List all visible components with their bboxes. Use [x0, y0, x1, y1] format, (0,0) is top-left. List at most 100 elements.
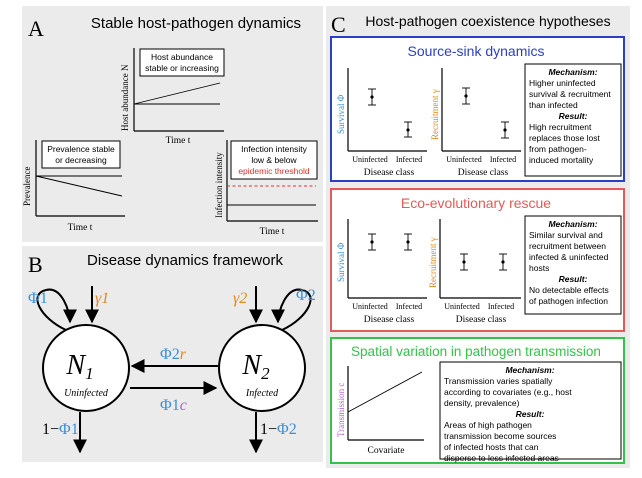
node-infected: N2 Infected — [218, 324, 306, 412]
spatial-info-box — [439, 361, 622, 460]
eco-evo-title: Eco-evolutionary rescue — [401, 195, 551, 211]
mortality-2-label: 1−Φ2 — [260, 421, 297, 438]
ee-mechanism-line-2: recruitment between — [529, 241, 606, 251]
node-2-state: Infected — [245, 388, 279, 399]
gamma-2-label: γ2 — [233, 290, 247, 307]
node-1-circle — [42, 324, 130, 412]
node-2-circle — [218, 324, 306, 412]
abundance-box — [139, 48, 225, 77]
spatial-y-label: Transmission c — [336, 383, 346, 437]
ee-recruit-tick-uninfected: Uninfected — [444, 302, 480, 311]
phi-2-label: Φ2 — [296, 287, 316, 304]
ee-recruit-uninfected-point — [460, 253, 468, 271]
panel-c: C Host-pathogen coexistence hypotheses S… — [326, 6, 630, 468]
spatial-mechanism-line-1: Transmission varies spatially — [444, 376, 553, 386]
ee-recruit-infected-point — [499, 253, 507, 271]
node-1-survival-loop — [36, 288, 77, 331]
ee-mechanism-heading: Mechanism: — [548, 219, 597, 229]
ee-mechanism-line-3: infected & uninfected — [529, 252, 609, 262]
prevalence-box-line-1: Prevalence stable — [47, 144, 115, 154]
abundance-box-line-2: stable or increasing — [145, 63, 219, 73]
source-sink-title: Source-sink dynamics — [408, 43, 545, 59]
recovery-rate-label: Φ2r — [160, 346, 187, 363]
spatial-result-line-4: disperse to less infected areas — [444, 453, 559, 463]
node-2-label: N2 — [241, 350, 270, 383]
abundance-increasing-line — [133, 82, 221, 105]
ee-result-heading: Result: — [559, 274, 588, 284]
ee-mechanism-line-1: Similar survival and — [529, 230, 603, 240]
spatial-result-line-3: of infected hosts that can — [444, 442, 539, 452]
node-1-state: Uninfected — [64, 388, 109, 399]
panel-b: B Disease dynamics framework N1 Uninfect… — [22, 246, 323, 462]
eco-evo-section: Eco-evolutionary rescue Survival Φ Uninf… — [330, 188, 625, 332]
ee-mechanism-line-4: hosts — [529, 263, 549, 273]
prevalence-box — [41, 140, 121, 169]
ss-mechanism-heading: Mechanism: — [548, 67, 597, 77]
ss-recruit-uninfected-point — [462, 87, 470, 105]
abundance-x-label: Time t — [166, 136, 191, 146]
ee-recruit-x-label: Disease class — [456, 315, 507, 325]
ee-survival-y-label: Survival Φ — [336, 242, 346, 282]
source-sink-section: Source-sink dynamics Survival Φ Uninfect… — [330, 36, 625, 182]
ss-mechanism-line-2: survival & recruitment — [529, 89, 611, 99]
ss-mechanism-line-3: than infected — [529, 100, 578, 110]
ss-recruit-tick-infected: Infected — [490, 155, 516, 164]
spatial-mechanism-line-2: according to covariates (e.g., host — [444, 387, 572, 397]
ss-recruit-y-label: Recruitment γ — [430, 89, 440, 140]
ss-info-box — [524, 63, 622, 177]
ss-survival-infected-point — [404, 121, 412, 138]
ee-survival-infected-point — [404, 233, 412, 251]
ee-result-line-2: of pathogen infection — [529, 296, 608, 306]
ss-survival-x-label: Disease class — [364, 168, 415, 178]
prevalence-x-label: Time t — [68, 223, 93, 233]
ss-survival-tick-uninfected: Uninfected — [352, 155, 388, 164]
abundance-box-line-1: Host abundance — [151, 52, 213, 62]
spatial-mechanism-heading: Mechanism: — [505, 365, 554, 375]
ee-info-box — [524, 215, 622, 315]
panel-c-title: Host-pathogen coexistence hypotheses — [365, 13, 610, 29]
spatial-title: Spatial variation in pathogen transmissi… — [351, 344, 601, 359]
prevalence-box-line-2: or decreasing — [55, 155, 107, 165]
ss-recruit-x-label: Disease class — [458, 168, 509, 178]
spatial-result-heading: Result: — [516, 409, 545, 419]
ee-survival-tick-uninfected: Uninfected — [352, 302, 388, 311]
spatial-section: Spatial variation in pathogen transmissi… — [330, 337, 625, 464]
ee-recruit-tick-infected: Infected — [488, 302, 514, 311]
ss-recruit-infected-point — [501, 121, 509, 139]
ss-result-line-4: induced mortality — [529, 155, 594, 165]
gamma-1-label: γ1 — [95, 290, 109, 307]
intensity-box-line-1: Infection intensity — [241, 144, 307, 154]
prevalence-decreasing-line — [35, 175, 123, 197]
phi-1-label: Φ1 — [28, 290, 48, 307]
spatial-result-line-1: Areas of high pathogen — [444, 420, 532, 430]
ss-survival-tick-infected: Infected — [396, 155, 422, 164]
infection-rate-label: Φ1c — [160, 397, 187, 414]
intensity-box-line-3: epidemic threshold — [238, 166, 310, 176]
ss-survival-uninfected-point — [368, 88, 376, 106]
ee-survival-x-label: Disease class — [364, 315, 415, 325]
ee-recruit-y-label: Recruitment γ — [428, 237, 438, 288]
spatial-trend-line — [347, 371, 423, 413]
ss-result-line-1: High recruitment — [529, 122, 592, 132]
intensity-box-line-2: low & below — [251, 155, 297, 165]
spatial-result-line-2: transmission become sources — [444, 431, 556, 441]
panel-b-title: Disease dynamics framework — [87, 252, 283, 269]
spatial-x-label: Covariate — [368, 446, 405, 456]
node-2-survival-loop — [271, 288, 312, 331]
panel-a-letter: A — [28, 16, 44, 41]
intensity-plot: Infection intensity low & below epidemic… — [214, 140, 318, 237]
ss-result-line-3: from pathogen- — [529, 144, 587, 154]
intensity-box — [230, 140, 318, 180]
intensity-y-label: Infection intensity — [214, 152, 224, 218]
ss-result-heading: Result: — [559, 111, 588, 121]
abundance-plot: Host abundance stable or increasing Host… — [120, 48, 225, 146]
ee-survival-tick-infected: Infected — [396, 302, 422, 311]
prevalence-y-label: Prevalence — [22, 167, 32, 206]
abundance-y-label: Host abundance N — [120, 64, 130, 131]
mortality-1-label: 1−Φ1 — [42, 421, 79, 438]
ss-recruit-tick-uninfected: Uninfected — [446, 155, 482, 164]
ss-survival-y-label: Survival Φ — [336, 94, 346, 134]
prevalence-plot: Prevalence stable or decreasing Prevalen… — [22, 140, 125, 233]
intensity-x-label: Time t — [260, 227, 285, 237]
